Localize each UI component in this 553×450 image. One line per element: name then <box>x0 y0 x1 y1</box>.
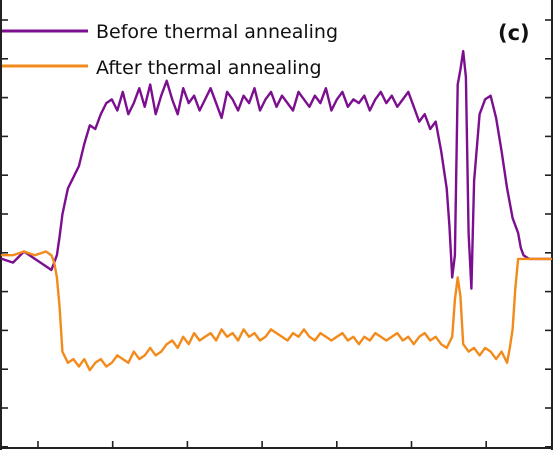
series-line-after-thermal-annealing <box>0 250 553 372</box>
series-line-before-thermal-annealing <box>0 49 553 290</box>
legend-label-after: After thermal annealing <box>96 57 322 79</box>
legend-label-before: Before thermal annealing <box>96 21 338 43</box>
series-layer <box>0 49 553 372</box>
legend: Before thermal annealing After thermal a… <box>2 21 338 79</box>
panel-label: (c) <box>498 21 530 45</box>
